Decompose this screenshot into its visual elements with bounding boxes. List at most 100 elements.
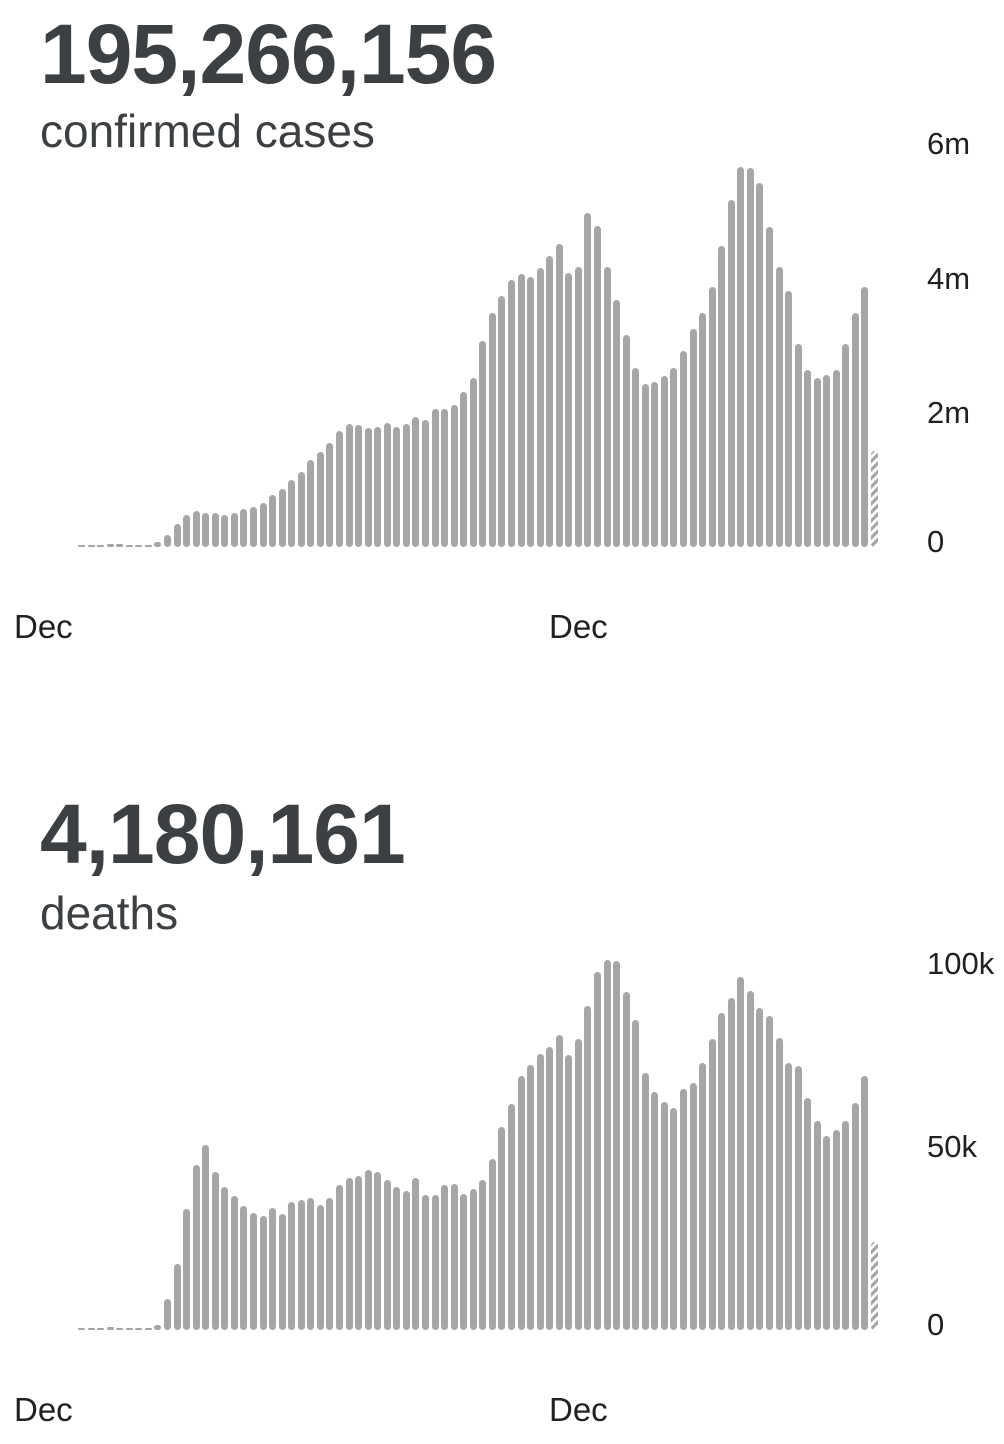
bar-week — [679, 351, 687, 547]
bar-week — [727, 199, 735, 547]
bar-week — [106, 1327, 114, 1330]
bar-week — [651, 382, 659, 547]
bar-week — [737, 167, 745, 547]
bar-week — [851, 312, 859, 547]
bar-week — [364, 1169, 372, 1330]
bar-week — [536, 1054, 544, 1330]
bar-week — [173, 523, 181, 547]
bar-week — [460, 391, 468, 547]
bar-week — [613, 960, 620, 1330]
deaths-chart[interactable] — [78, 940, 883, 1330]
bar-week — [183, 514, 191, 547]
bar-week — [364, 428, 372, 547]
bar-week — [842, 344, 850, 547]
bar-week — [756, 1008, 764, 1330]
bar-week — [135, 1328, 143, 1330]
bar-week — [355, 1175, 363, 1330]
bar-week — [383, 1179, 391, 1330]
bar-week — [269, 494, 277, 547]
bar-week — [393, 1186, 401, 1330]
bar-week — [842, 1121, 850, 1330]
bar-week — [708, 286, 716, 547]
bar-week — [402, 424, 410, 547]
confirmed-cases-chart[interactable] — [78, 140, 883, 547]
bar-week — [326, 442, 334, 547]
bar-week — [756, 182, 764, 547]
bar-week — [785, 291, 792, 547]
bar-week — [422, 420, 429, 547]
bar-week — [221, 514, 229, 547]
bar-week — [345, 1177, 353, 1330]
bar-week — [794, 1066, 802, 1330]
bar-week — [125, 545, 133, 547]
bar-week — [613, 299, 620, 547]
bar-week — [804, 1097, 812, 1330]
bar-week — [297, 471, 305, 547]
y-axis-tick-label: 2m — [927, 395, 971, 431]
bar-week — [832, 369, 840, 547]
bar-week — [765, 1015, 773, 1330]
bar-week — [259, 1216, 267, 1330]
bar-week — [402, 1191, 410, 1330]
bar-week — [469, 377, 477, 547]
bar-week — [250, 507, 257, 547]
bar-week — [259, 503, 267, 547]
bar-week — [106, 544, 114, 547]
bar-week-partial — [871, 1241, 878, 1330]
confirmed-cases-count: 195,266,156 — [40, 7, 497, 101]
bar-week — [527, 276, 534, 547]
bar-week — [622, 334, 630, 547]
bar-week — [450, 1183, 458, 1330]
bar-week — [336, 431, 343, 547]
bar-week — [202, 1144, 210, 1330]
bar-week — [202, 513, 210, 547]
bar-week-partial — [871, 450, 878, 547]
bar-week — [87, 1328, 95, 1330]
bar-week — [861, 1076, 869, 1330]
bar-week — [660, 1102, 668, 1330]
bar-week — [269, 1207, 277, 1330]
bar-week — [555, 243, 563, 547]
bar-week — [718, 1013, 726, 1330]
bar-week — [746, 168, 754, 547]
bar-week — [97, 1328, 105, 1330]
bar-week — [154, 1324, 162, 1330]
bar-week — [536, 268, 544, 547]
bar-week — [775, 1037, 783, 1330]
y-axis-tick-label: 0 — [927, 523, 945, 559]
bar-week — [278, 488, 286, 547]
bar-week — [144, 1328, 152, 1330]
bar-week — [517, 274, 525, 547]
deaths-label: deaths — [40, 887, 179, 939]
bar-week — [288, 1201, 296, 1330]
bar-week — [250, 1212, 257, 1330]
bar-week — [718, 245, 726, 547]
x-axis-tick-label: Dec — [14, 1391, 73, 1428]
bar-week — [622, 991, 630, 1330]
y-axis-tick-label: 4m — [927, 260, 971, 296]
bar-week — [240, 509, 248, 547]
y-axis-tick-label: 50k — [927, 1129, 977, 1164]
bar-week — [593, 972, 601, 1330]
bar-week — [507, 279, 515, 547]
bar-week — [316, 451, 324, 547]
bar-week — [87, 545, 95, 547]
bar-week — [498, 296, 506, 547]
bar-week — [823, 1136, 831, 1330]
bar-week — [603, 266, 611, 547]
bar-week — [78, 545, 85, 547]
bar-week — [154, 541, 162, 547]
bar-week — [479, 1179, 487, 1330]
bar-week — [632, 367, 640, 547]
bar-week — [488, 1159, 496, 1330]
bar-week — [316, 1204, 324, 1330]
bar-week — [183, 1208, 191, 1330]
bar-week — [670, 368, 678, 547]
bar-week — [393, 427, 401, 547]
bar-week — [699, 1062, 706, 1330]
bar-week — [164, 534, 171, 547]
bar-week — [173, 1263, 181, 1330]
bar-week — [699, 313, 706, 547]
bar-week — [383, 423, 391, 547]
